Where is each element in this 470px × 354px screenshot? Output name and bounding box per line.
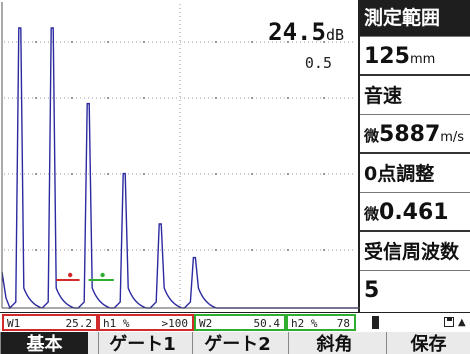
range-unit: mm (409, 52, 436, 67)
w2-value: 50.4 (253, 317, 281, 330)
echo-peak (159, 223, 161, 225)
grid-dot (323, 97, 325, 99)
echo-peak (51, 27, 53, 29)
grid-dot (143, 41, 145, 43)
frequency-value: 5 (364, 278, 380, 303)
grid-dot (35, 41, 37, 43)
grid-dot (35, 97, 37, 99)
grid-dot (71, 97, 73, 99)
gate1-line-marker (68, 272, 73, 278)
gain-unit: dB (325, 26, 344, 44)
gate1-height-box: h1 % >100 (98, 314, 194, 331)
w1-value: 25.2 (65, 317, 93, 330)
echo-peak (123, 173, 125, 175)
grid-dot (71, 249, 73, 251)
velocity-title[interactable]: 音速 (360, 78, 470, 115)
fkey-basic[interactable]: 基本 (0, 332, 88, 354)
fkey-angle-beam[interactable]: 斜角 (288, 332, 380, 354)
grid-dot (71, 41, 73, 43)
gate2-height-box: h2 % 78 (286, 314, 356, 331)
a-scan-graph (1, 2, 360, 309)
grid-dot (143, 97, 145, 99)
velocity-unit: m/s (440, 130, 465, 145)
measurement-status-bar: W1 25.2 h1 % >100 W2 50.4 h2 % 78 ▲ (0, 312, 470, 332)
grid-dot (35, 249, 37, 251)
a-scan-display: 24.5dB 0.5 (0, 0, 360, 312)
range-value: 125 (364, 44, 410, 69)
grid-dot (287, 249, 289, 251)
grid-dot (107, 173, 109, 175)
grid-dot (251, 249, 253, 251)
h2-label: h2 % (291, 317, 318, 330)
gate1-beam-path-box: W1 25.2 (2, 314, 98, 331)
velocity-value-cell[interactable]: 微5887m/s (360, 115, 470, 154)
grid-dot (107, 97, 109, 99)
grid-dot (35, 173, 37, 175)
echo-peak (19, 27, 21, 29)
zero-offset-value-cell[interactable]: 微0.461 (360, 193, 470, 232)
grid-dot (287, 41, 289, 43)
echo-peak (193, 257, 195, 259)
grid-dot (323, 41, 325, 43)
grid-dot (323, 249, 325, 251)
range-value-cell[interactable]: 125mm (360, 37, 470, 76)
zero-offset-title[interactable]: 0点調整 (360, 156, 470, 193)
grid-dot (323, 173, 325, 175)
frequency-value-cell[interactable]: 5 (360, 271, 470, 310)
gain-value: 24.5 (268, 18, 326, 46)
echo-peak (87, 103, 89, 105)
gate2-beam-path-box: W2 50.4 (194, 314, 286, 331)
fkey-save[interactable]: 保存 (386, 332, 470, 354)
grid-dot (215, 249, 217, 251)
grid-dot (215, 97, 217, 99)
grid-dot (251, 97, 253, 99)
range-title[interactable]: 測定範囲 (360, 0, 470, 37)
frequency-title[interactable]: 受信周波数 (360, 234, 470, 271)
grid-dot (143, 249, 145, 251)
grid-dot (251, 41, 253, 43)
grid-dot (107, 41, 109, 43)
velocity-fine-indicator: 微 (364, 127, 380, 145)
grid-dot (215, 41, 217, 43)
function-key-bar: 基本 ゲート1 ゲート2 斜角 保存 (0, 332, 470, 354)
battery-icon (372, 316, 379, 329)
velocity-value: 5887 (379, 122, 441, 147)
h1-value: >100 (161, 317, 189, 330)
fkey-gate1[interactable]: ゲート1 (98, 332, 186, 354)
zero-offset-value: 0.461 (379, 200, 449, 225)
person-icon: ▲ (458, 317, 466, 328)
zero-fine-indicator: 微 (364, 205, 380, 223)
w1-label: W1 (7, 317, 21, 330)
fkey-gate2[interactable]: ゲート2 (192, 332, 282, 354)
h1-label: h1 % (103, 317, 130, 330)
grid-dot (287, 97, 289, 99)
gain-readout: 24.5dB (268, 18, 344, 46)
parameter-panel: 測定範囲 125mm 音速 微5887m/s 0点調整 微0.461 受信周波数… (360, 0, 470, 312)
grid-dot (71, 173, 73, 175)
grid-dot (215, 173, 217, 175)
grid-dot (107, 249, 109, 251)
h2-value: 78 (336, 317, 350, 330)
w2-label: W2 (199, 317, 213, 330)
grid-dot (143, 173, 145, 175)
grid-dot (251, 173, 253, 175)
save-disk-icon (444, 317, 454, 327)
grid-dot (287, 173, 289, 175)
rejection-readout: 0.5 (304, 54, 332, 72)
gate2-line-marker (100, 272, 105, 278)
